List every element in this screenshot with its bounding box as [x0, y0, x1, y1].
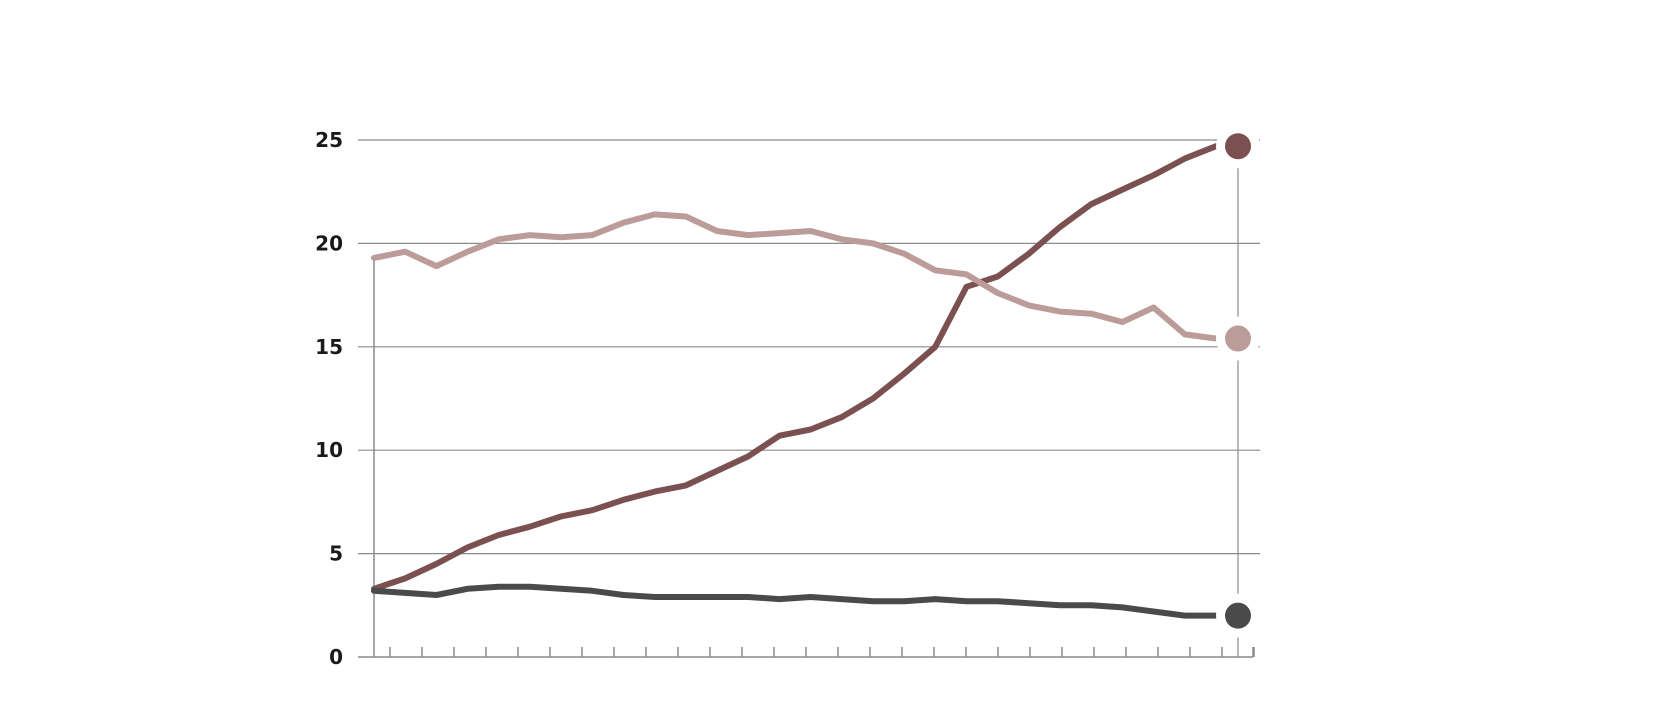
y-tick-label: 10: [315, 438, 343, 462]
series-line-3: [371, 583, 1219, 619]
end-marker-2: [1225, 325, 1251, 352]
end-marker-1: [1225, 133, 1251, 160]
axes: 0 5 10 15 20 25: [315, 128, 1255, 669]
y-tick-label: 5: [329, 542, 343, 566]
series-lines: [371, 143, 1219, 619]
end-markers: [1216, 124, 1260, 657]
y-tick-label: 20: [315, 231, 343, 255]
end-marker-3: [1225, 602, 1251, 629]
gridlines: [358, 139, 1260, 555]
series-line-1: [371, 143, 1219, 592]
series-line-2: [371, 211, 1219, 342]
y-tick-label: 0: [329, 645, 343, 669]
y-tick-label: 25: [315, 128, 343, 152]
y-tick-label: 15: [315, 335, 343, 359]
